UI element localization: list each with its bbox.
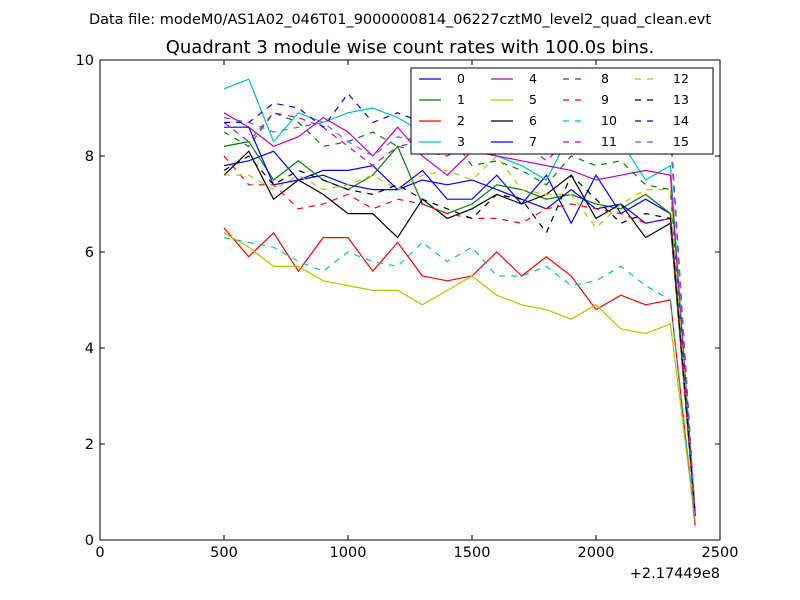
legend-label-15: 15 [673,134,689,149]
x-tick-label: 500 [210,545,238,561]
legend-label-3: 3 [457,134,465,149]
series-line-0 [223,150,696,517]
x-tick-label: 1500 [454,545,491,561]
series-line-13 [223,155,696,517]
y-tick-label: 2 [85,437,94,453]
y-tick-label: 4 [85,341,94,357]
legend-label-5: 5 [529,92,537,107]
legend-label-2: 2 [457,113,465,128]
legend-label-1: 1 [457,92,465,107]
legend-label-10: 10 [601,113,617,128]
legend-label-12: 12 [673,71,689,86]
series-line-9 [223,155,696,521]
series-line-12 [224,155,696,521]
legend-label-13: 13 [673,92,689,107]
series-line-5 [223,232,696,521]
series-line-10 [223,237,696,521]
legend-label-6: 6 [529,113,537,128]
plot-frame [99,59,721,541]
y-tick-label: 8 [85,149,94,165]
x-tick-label: 1000 [330,545,367,561]
y-tick-label: 10 [76,53,94,69]
chart-suptitle: Data file: modeM0/AS1A02_046T01_90000008… [89,12,711,28]
x-tick-label: 2500 [702,545,739,561]
legend-label-7: 7 [529,134,537,149]
series-line-11 [223,112,696,517]
y-tick-label: 6 [85,245,94,261]
chart-title: Quadrant 3 module wise count rates with … [166,37,655,58]
series-line-1 [223,140,696,512]
legend-label-11: 11 [601,134,617,149]
series-line-4 [223,112,696,517]
x-offset-label: +2.17449e8 [630,566,720,582]
series-line-14 [224,92,696,517]
legend-label-9: 9 [601,92,609,107]
legend-label-4: 4 [529,71,537,86]
y-tick-label: 0 [85,533,94,549]
legend-label-14: 14 [673,113,689,128]
legend-box [410,67,714,155]
series-line-6 [223,150,696,517]
series-line-7 [224,126,696,517]
x-tick-label: 2000 [578,545,615,561]
legend-label-0: 0 [457,71,465,86]
series-line-2 [223,227,696,526]
legend-label-8: 8 [601,71,609,86]
x-tick-label: 0 [95,545,104,561]
series-line-8 [223,112,696,517]
